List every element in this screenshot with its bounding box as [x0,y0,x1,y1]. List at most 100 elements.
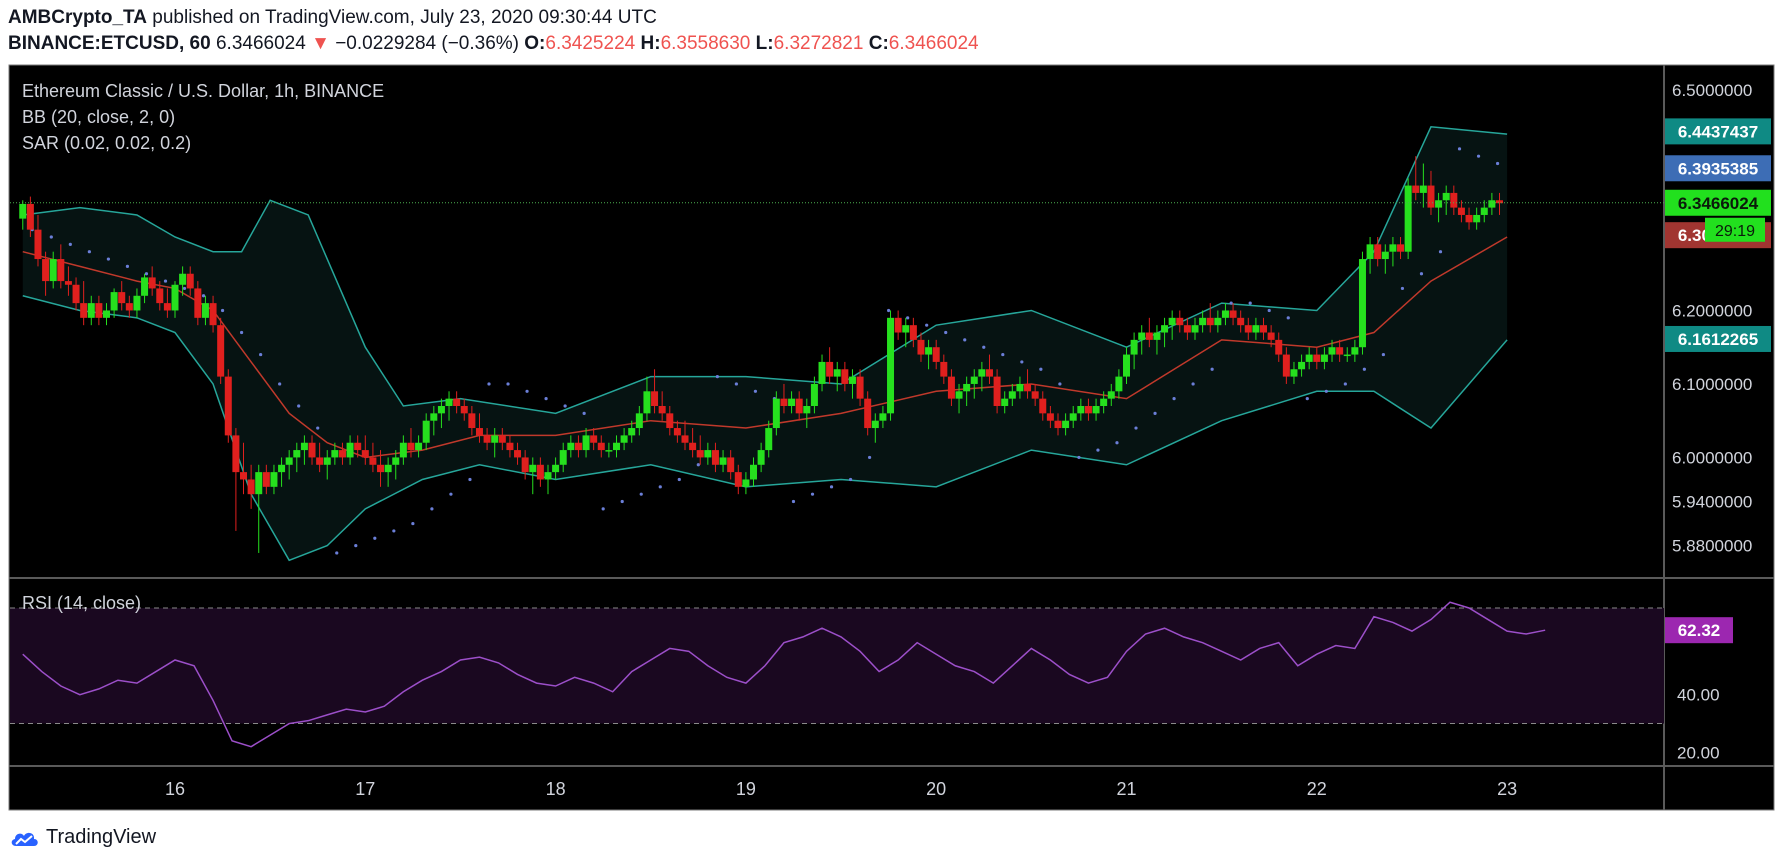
candle [1100,391,1108,414]
candle-body [1343,354,1351,357]
sar-dot [373,536,377,540]
candle [925,339,933,370]
candle [49,251,57,289]
candle-body [879,413,887,421]
candle-body [491,435,499,443]
candle-body [909,325,917,340]
candle-body [1153,332,1161,340]
sar-dot [829,485,834,489]
candle [582,428,590,458]
price-badge-bg [1665,189,1771,216]
candle [118,281,126,311]
candle-body [308,442,316,458]
price-tick-label: 5.9400000 [1672,493,1752,512]
candle-body [1237,317,1245,326]
candle [240,442,248,495]
candle-body [430,413,438,421]
candle [1267,325,1275,348]
symbol[interactable]: BINANCE:ETCUSD, 60 [8,33,211,54]
candle-body [864,398,872,429]
candle-body [1244,325,1252,333]
candle [1374,237,1382,267]
author-name[interactable]: AMBCrypto_TA [8,7,147,28]
candle [567,435,575,458]
close-value: 6.3466024 [888,33,979,54]
candle-body [1298,361,1306,370]
candle [247,464,255,509]
sar-dot [1324,389,1328,393]
candle-body [734,472,742,487]
candle [917,332,925,362]
candle-body [1260,325,1268,333]
candle-body [49,259,57,282]
sar-dot [125,264,130,268]
price-axis[interactable]: 6.5000000 6.2000000 6.1000000 6.0000000 5.94… [1665,81,1771,556]
candle-body [826,361,834,377]
price-tick-label: 5.8800000 [1672,537,1752,556]
sar-dot [392,529,396,533]
candle [392,450,400,480]
sar-dot [639,492,643,496]
tradingview-logo[interactable]: TradingView [10,826,156,849]
sar-dot [1001,352,1005,357]
candle [612,435,620,458]
sar-dot [696,463,700,467]
rsi-axis[interactable]: 40.00 20.00 62.32 [1665,617,1733,762]
candle [399,435,407,465]
candle-body [536,464,544,480]
sar-dot [1210,367,1214,371]
candle [1336,339,1344,362]
candle [1404,178,1412,260]
candle-body [1107,391,1115,399]
legend-sar[interactable]: SAR (0.02, 0.02, 0.2) [22,133,191,153]
time-axis[interactable]: 16 17 18 19 20 21 22 23 [165,779,1517,799]
candle-body [1001,398,1009,406]
candle-body [1031,391,1039,399]
candle [1305,347,1313,370]
candle-body [186,273,194,289]
candle-body [118,292,126,304]
legend-bb[interactable]: BB (20, close, 2, 0) [22,107,175,127]
candle [57,244,65,289]
candle-body [1183,325,1191,333]
sar-dot [1438,250,1443,254]
sar-dot [982,345,986,349]
candle [224,369,232,443]
candle [734,464,742,495]
candle-body [1138,332,1146,340]
candle [285,450,293,480]
candle [1115,369,1123,399]
candle [1495,192,1503,215]
candle [201,295,209,326]
sar-dot [658,485,662,489]
candle-body [369,457,377,465]
candle-body [392,457,400,465]
candle [765,420,773,458]
price-badge-bg [1665,155,1771,182]
candle [826,347,834,384]
countdown-bg [1705,217,1765,242]
candle-body [110,292,118,311]
candle [308,435,316,465]
candle-body [1206,317,1214,326]
candle [833,361,841,392]
sar-dot [354,544,358,548]
candle [947,369,955,406]
rsi-value-badge: 62.32 [1665,617,1733,644]
candle-body [902,325,910,333]
candle [932,339,940,370]
candle-body [1389,244,1397,252]
candle [1206,303,1214,333]
price-tick-label: 6.0000000 [1672,448,1752,467]
sar-dot [1096,448,1100,452]
candle [1435,192,1443,223]
candle-body [468,413,476,429]
candle [1412,156,1420,201]
candle [1092,398,1100,421]
candle [209,295,217,333]
legend-rsi[interactable]: RSI (14, close) [22,593,141,613]
candle [430,406,438,436]
candle-body [1427,185,1435,208]
candle [1183,317,1191,340]
